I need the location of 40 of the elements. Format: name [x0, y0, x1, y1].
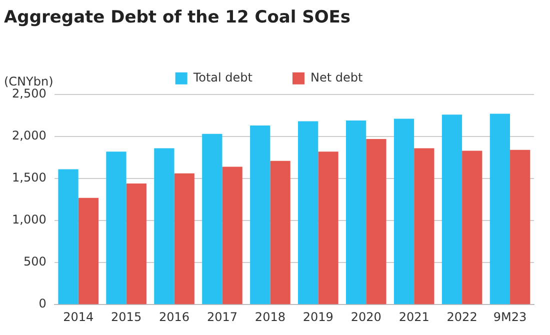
bar — [250, 126, 270, 304]
bar — [58, 169, 78, 304]
bar — [78, 198, 98, 304]
x-tick-label: 2018 — [254, 310, 286, 324]
y-tick-label: 2,000 — [12, 128, 46, 143]
bar — [222, 166, 242, 304]
bar — [346, 120, 366, 304]
chart-title: Aggregate Debt of the 12 Coal SOEs — [4, 8, 351, 28]
x-tick-label: 2019 — [302, 310, 334, 324]
bar — [202, 134, 222, 304]
y-axis-title: (CNYbn) — [4, 74, 54, 89]
bar — [298, 121, 318, 304]
x-tick-label: 2021 — [398, 310, 430, 324]
bar — [394, 118, 414, 304]
x-tick-label: 2016 — [158, 310, 190, 324]
bar — [318, 152, 338, 304]
x-tick-label: 2022 — [446, 310, 478, 324]
bar — [174, 173, 194, 304]
legend-label: Net debt — [310, 70, 363, 85]
bar — [462, 150, 482, 304]
x-tick-label: 2014 — [63, 310, 94, 324]
x-tick-label: 2020 — [350, 310, 382, 324]
x-tick-label: 2017 — [206, 310, 238, 324]
y-tick-label: 1,500 — [12, 170, 46, 185]
y-tick-label: 2,500 — [12, 86, 46, 101]
x-tick-label: 9M23 — [493, 310, 527, 324]
y-tick-label: 0 — [38, 296, 46, 311]
bar — [106, 152, 126, 304]
y-tick-label: 1,000 — [12, 212, 46, 227]
bar — [414, 148, 434, 304]
legend-label: Total debt — [192, 70, 253, 85]
bar — [490, 114, 510, 304]
bar — [126, 184, 146, 304]
bar — [270, 160, 290, 304]
bar — [442, 114, 462, 304]
bar — [510, 150, 530, 304]
bar — [154, 148, 174, 304]
bar — [366, 138, 386, 304]
x-tick-label: 2015 — [111, 310, 142, 324]
y-tick-label: 500 — [23, 254, 46, 269]
